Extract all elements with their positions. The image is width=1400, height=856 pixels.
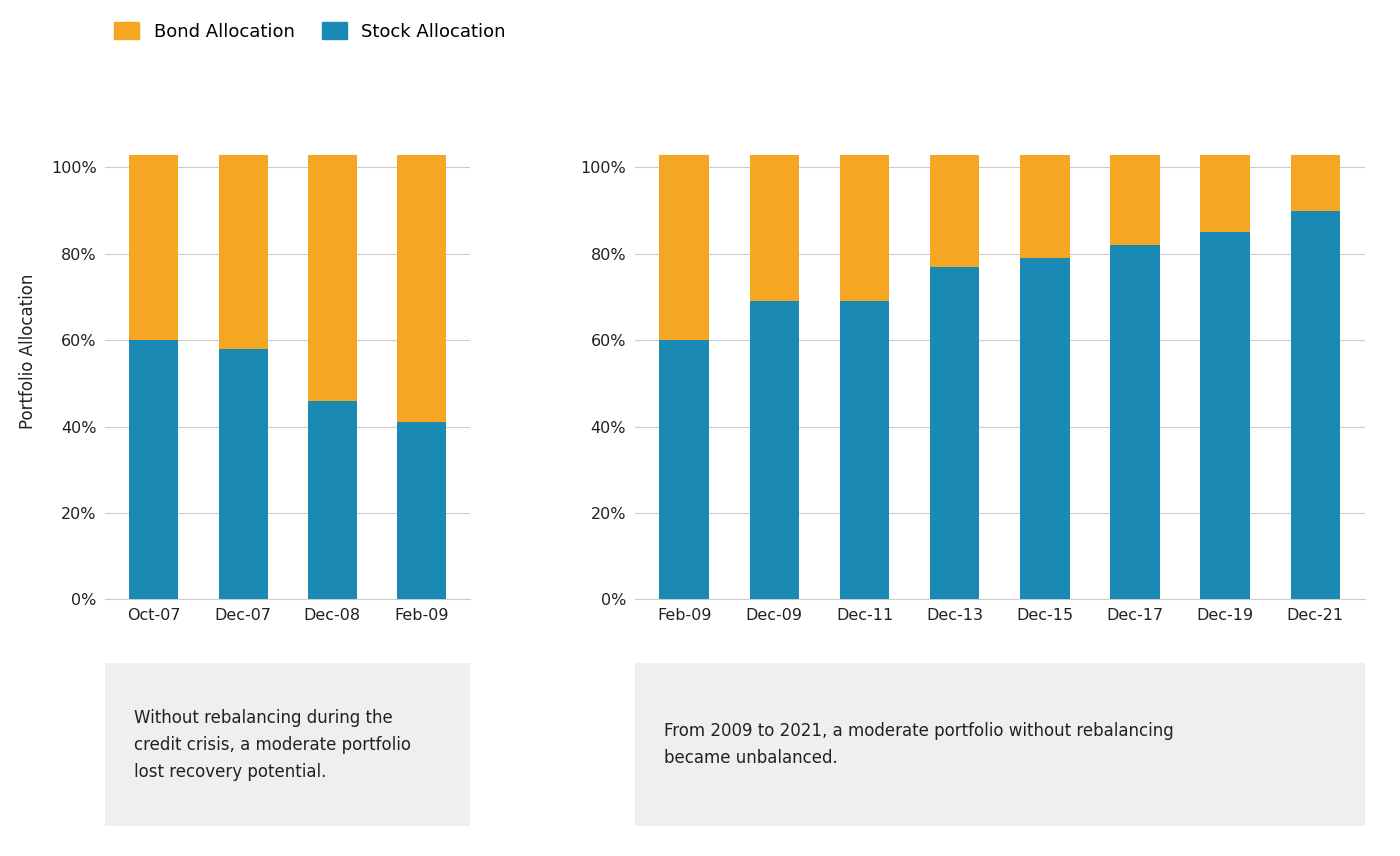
Bar: [218, 155, 267, 348]
Bar: [659, 155, 708, 340]
Bar: [308, 155, 357, 401]
Bar: [129, 340, 178, 599]
Bar: [1200, 232, 1250, 599]
Bar: [749, 301, 799, 599]
Bar: [129, 155, 178, 340]
Bar: [308, 401, 357, 599]
Y-axis label: Portfolio Allocation: Portfolio Allocation: [20, 273, 36, 429]
Text: From 2009 to 2021, a moderate portfolio without rebalancing
became unbalanced.: From 2009 to 2021, a moderate portfolio …: [664, 722, 1173, 767]
Bar: [1021, 259, 1070, 599]
Bar: [396, 422, 445, 599]
Bar: [840, 301, 889, 599]
Bar: [930, 155, 980, 267]
Bar: [840, 155, 889, 301]
Bar: [1021, 155, 1070, 259]
Bar: [1200, 155, 1250, 232]
Bar: [1291, 155, 1340, 211]
Bar: [749, 155, 799, 301]
Legend: Bond Allocation, Stock Allocation: Bond Allocation, Stock Allocation: [113, 22, 505, 41]
Bar: [659, 340, 708, 599]
Bar: [1110, 155, 1159, 245]
Bar: [1291, 211, 1340, 599]
Bar: [218, 348, 267, 599]
Bar: [396, 155, 445, 422]
Bar: [1110, 245, 1159, 599]
Bar: [930, 267, 980, 599]
Text: Without rebalancing during the
credit crisis, a moderate portfolio
lost recovery: Without rebalancing during the credit cr…: [134, 709, 412, 781]
